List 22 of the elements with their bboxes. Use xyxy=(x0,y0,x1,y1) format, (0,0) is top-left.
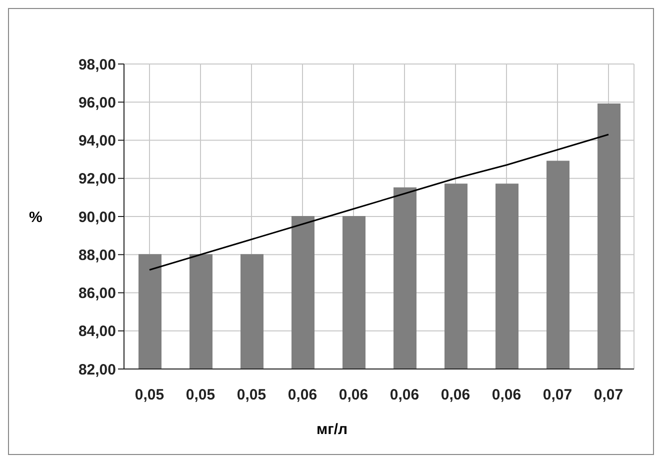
y-tick-label: 84,00 xyxy=(78,323,116,340)
y-axis-title: % xyxy=(29,209,42,226)
y-tick-label: 86,00 xyxy=(78,285,116,302)
x-tick-label: 0,06 xyxy=(390,386,420,404)
y-tick-label: 88,00 xyxy=(78,246,116,264)
x-tick-label: 0,07 xyxy=(542,386,572,404)
y-tick-label: 92,00 xyxy=(78,170,116,188)
x-tick-label: 0,06 xyxy=(288,386,318,404)
y-tick-label: 98,00 xyxy=(78,56,116,74)
x-tick-label: 0,07 xyxy=(594,386,624,404)
y-tick-label: 82,00 xyxy=(78,361,116,378)
y-tick-label: 94,00 xyxy=(78,132,116,150)
x-tick-label: 0,05 xyxy=(236,386,266,404)
x-tick-label: 0,06 xyxy=(492,386,522,404)
x-tick-label: 0,06 xyxy=(338,386,368,404)
x-tick-label: 0,06 xyxy=(440,386,470,404)
y-tick-label: 90,00 xyxy=(78,208,116,226)
y-tick-label: 96,00 xyxy=(78,94,116,112)
x-tick-label: 0,05 xyxy=(186,386,216,404)
line-series xyxy=(148,134,610,271)
x-axis-title: мг/л xyxy=(315,421,349,438)
x-tick-label: 0,05 xyxy=(134,386,164,404)
